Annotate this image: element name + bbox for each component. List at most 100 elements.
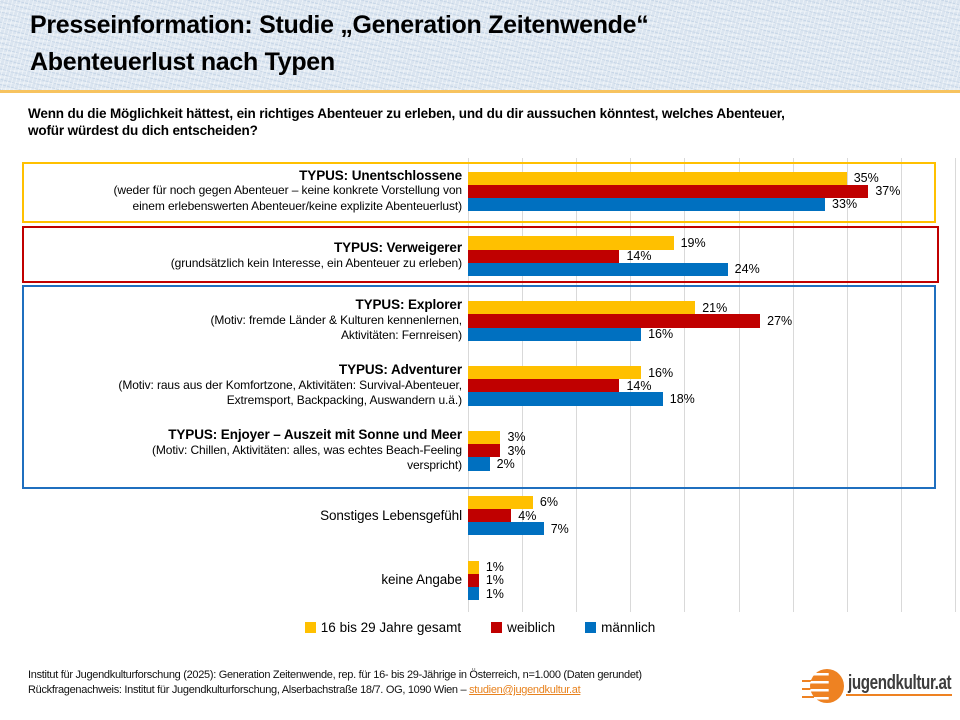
bar-weiblich bbox=[468, 314, 761, 328]
legend-swatch-icon bbox=[585, 622, 597, 633]
group-box-2 bbox=[22, 226, 939, 283]
legend-label: 16 bis 29 Jahre gesamt bbox=[320, 620, 462, 635]
bar-gesamt bbox=[468, 301, 696, 315]
category-description-line: verspricht) bbox=[407, 458, 462, 473]
value-label-gesamt: 1% bbox=[485, 560, 504, 575]
category-label-4: TYPUS: Adventurer (Motiv: raus aus der Ko… bbox=[30, 360, 462, 412]
bar-maennlich bbox=[468, 522, 544, 536]
category-description-line: (grundsätzlich kein Interesse, ein Abent… bbox=[170, 255, 462, 270]
value-label-weiblich: 37% bbox=[875, 184, 901, 199]
value-label-maennlich: 24% bbox=[734, 262, 760, 277]
bar-gesamt bbox=[468, 430, 501, 445]
page-title: Presseinformation: Studie „Generation Ze… bbox=[30, 7, 649, 81]
bar-maennlich bbox=[468, 392, 663, 406]
gridline bbox=[738, 158, 740, 612]
value-label-weiblich: 3% bbox=[507, 443, 526, 458]
bar-weiblich bbox=[468, 184, 869, 198]
legend-label: männlich bbox=[601, 620, 656, 635]
bar-maennlich bbox=[468, 457, 490, 471]
value-label-maennlich: 7% bbox=[550, 521, 569, 536]
legend-item-gesamt: 16 bis 29 Jahre gesamt bbox=[304, 620, 462, 635]
bar-gesamt bbox=[468, 366, 642, 380]
legend-swatch-icon bbox=[491, 622, 503, 633]
category-title: TYPUS: Unentschlossene bbox=[299, 167, 462, 183]
logo-globe-icon bbox=[810, 669, 844, 703]
bar-gesamt bbox=[468, 560, 479, 574]
bar-gesamt bbox=[468, 236, 674, 250]
value-label-maennlich: 33% bbox=[832, 197, 858, 212]
group-box-1 bbox=[22, 162, 936, 223]
value-label-maennlich: 18% bbox=[669, 391, 695, 406]
survey-question-line2: wofür würdest du dich entscheiden? bbox=[28, 123, 258, 138]
footer: Institut für Jugendkulturforschung (2025… bbox=[28, 668, 642, 698]
gridline bbox=[792, 158, 794, 612]
email-link[interactable]: studien@jugendkultur.at bbox=[469, 684, 581, 696]
legend-item-weiblich: weiblich bbox=[491, 620, 555, 635]
category-description-line: (Motiv: Chillen, Aktivitäten: alles, was… bbox=[151, 442, 462, 457]
bar-weiblich bbox=[468, 444, 501, 458]
category-description-line: Extremsport, Backpacking, Auswandern u.ä… bbox=[226, 393, 462, 408]
bar-maennlich bbox=[468, 262, 728, 276]
category-label-7: keine Angabe bbox=[30, 554, 462, 606]
value-label-weiblich: 4% bbox=[518, 508, 537, 523]
value-label-maennlich: 16% bbox=[648, 327, 674, 342]
category-label-5: TYPUS: Enjoyer – Auszeit mit Sonne und M… bbox=[30, 424, 462, 476]
bar-gesamt bbox=[468, 171, 847, 185]
survey-question-line1: Wenn du die Möglichkeit hättest, ein ric… bbox=[28, 106, 785, 121]
slide-header: Presseinformation: Studie „Generation Ze… bbox=[0, 0, 960, 90]
legend-item-maennlich: männlich bbox=[585, 620, 655, 635]
bar-weiblich bbox=[468, 509, 512, 523]
value-label-gesamt: 6% bbox=[539, 495, 558, 510]
header-divider bbox=[0, 90, 960, 93]
category-label-6: Sonstiges Lebensgefühl bbox=[30, 489, 462, 541]
bar-maennlich bbox=[468, 327, 642, 341]
value-label-weiblich: 14% bbox=[626, 378, 652, 393]
chart-legend: 16 bis 29 Jahre gesamt weiblich männlich bbox=[0, 620, 960, 635]
gridline bbox=[846, 158, 848, 612]
value-label-weiblich: 27% bbox=[767, 313, 793, 328]
category-label-1: TYPUS: Unentschlossene (weder für noch ge… bbox=[30, 165, 462, 217]
value-label-gesamt: 16% bbox=[648, 365, 674, 380]
category-title: TYPUS: Adventurer bbox=[338, 362, 462, 378]
value-label-gesamt: 3% bbox=[507, 430, 526, 445]
bar-weiblich bbox=[468, 249, 620, 263]
category-title: TYPUS: Explorer bbox=[355, 297, 462, 313]
value-label-maennlich: 1% bbox=[485, 586, 504, 601]
survey-question: Wenn du die Möglichkeit hättest, ein ric… bbox=[28, 105, 785, 139]
logo-underline bbox=[846, 694, 952, 696]
footer-contact-text: Rückfragenachweis: Institut für Jugendku… bbox=[28, 684, 470, 696]
logo-text: jugendkultur.at bbox=[848, 672, 952, 694]
category-title: Sonstiges Lebensgefühl bbox=[320, 507, 462, 523]
category-description-line: (weder für noch gegen Abenteuer – keine … bbox=[113, 183, 462, 198]
footer-source-line: Institut für Jugendkulturforschung (2025… bbox=[28, 669, 642, 681]
category-description-line: (Motiv: fremde Länder & Kulturen kennenl… bbox=[210, 312, 462, 327]
bar-weiblich bbox=[468, 379, 620, 393]
category-title: keine Angabe bbox=[381, 572, 462, 588]
page-title-line2: Abenteuerlust nach Typen bbox=[30, 48, 335, 76]
gridline bbox=[684, 158, 686, 612]
value-label-weiblich: 1% bbox=[485, 573, 504, 588]
group-box-3 bbox=[22, 285, 936, 489]
legend-label: weiblich bbox=[507, 620, 556, 635]
bar-weiblich bbox=[468, 573, 479, 588]
category-description-line: (Motiv: raus aus der Komfortzone, Aktivi… bbox=[118, 377, 462, 392]
gridline bbox=[630, 158, 632, 612]
gridline bbox=[954, 158, 956, 612]
bar-maennlich bbox=[468, 197, 826, 212]
category-description-line: Aktivitäten: Fernreisen) bbox=[341, 328, 462, 343]
value-label-gesamt: 19% bbox=[680, 235, 706, 250]
category-title: TYPUS: Enjoyer – Auszeit mit Sonne und M… bbox=[168, 427, 462, 443]
category-label-2: TYPUS: Verweigerer (grundsätzlich kein In… bbox=[30, 230, 462, 282]
category-label-3: TYPUS: Explorer (Motiv: fremde Länder & K… bbox=[30, 295, 462, 347]
bar-gesamt bbox=[468, 495, 533, 509]
value-label-maennlich: 2% bbox=[496, 456, 515, 471]
category-description-line: einem erlebenswerten Abenteuer/keine exp… bbox=[132, 198, 463, 213]
page-title-line1: Presseinformation: Studie „Generation Ze… bbox=[30, 11, 649, 39]
jugendkultur-logo[interactable]: jugendkultur.at bbox=[800, 660, 956, 710]
footer-contact-line: Rückfragenachweis: Institut für Jugendku… bbox=[28, 683, 642, 698]
bar-maennlich bbox=[468, 587, 479, 601]
value-label-gesamt: 21% bbox=[702, 300, 728, 315]
legend-swatch-icon bbox=[304, 622, 316, 633]
